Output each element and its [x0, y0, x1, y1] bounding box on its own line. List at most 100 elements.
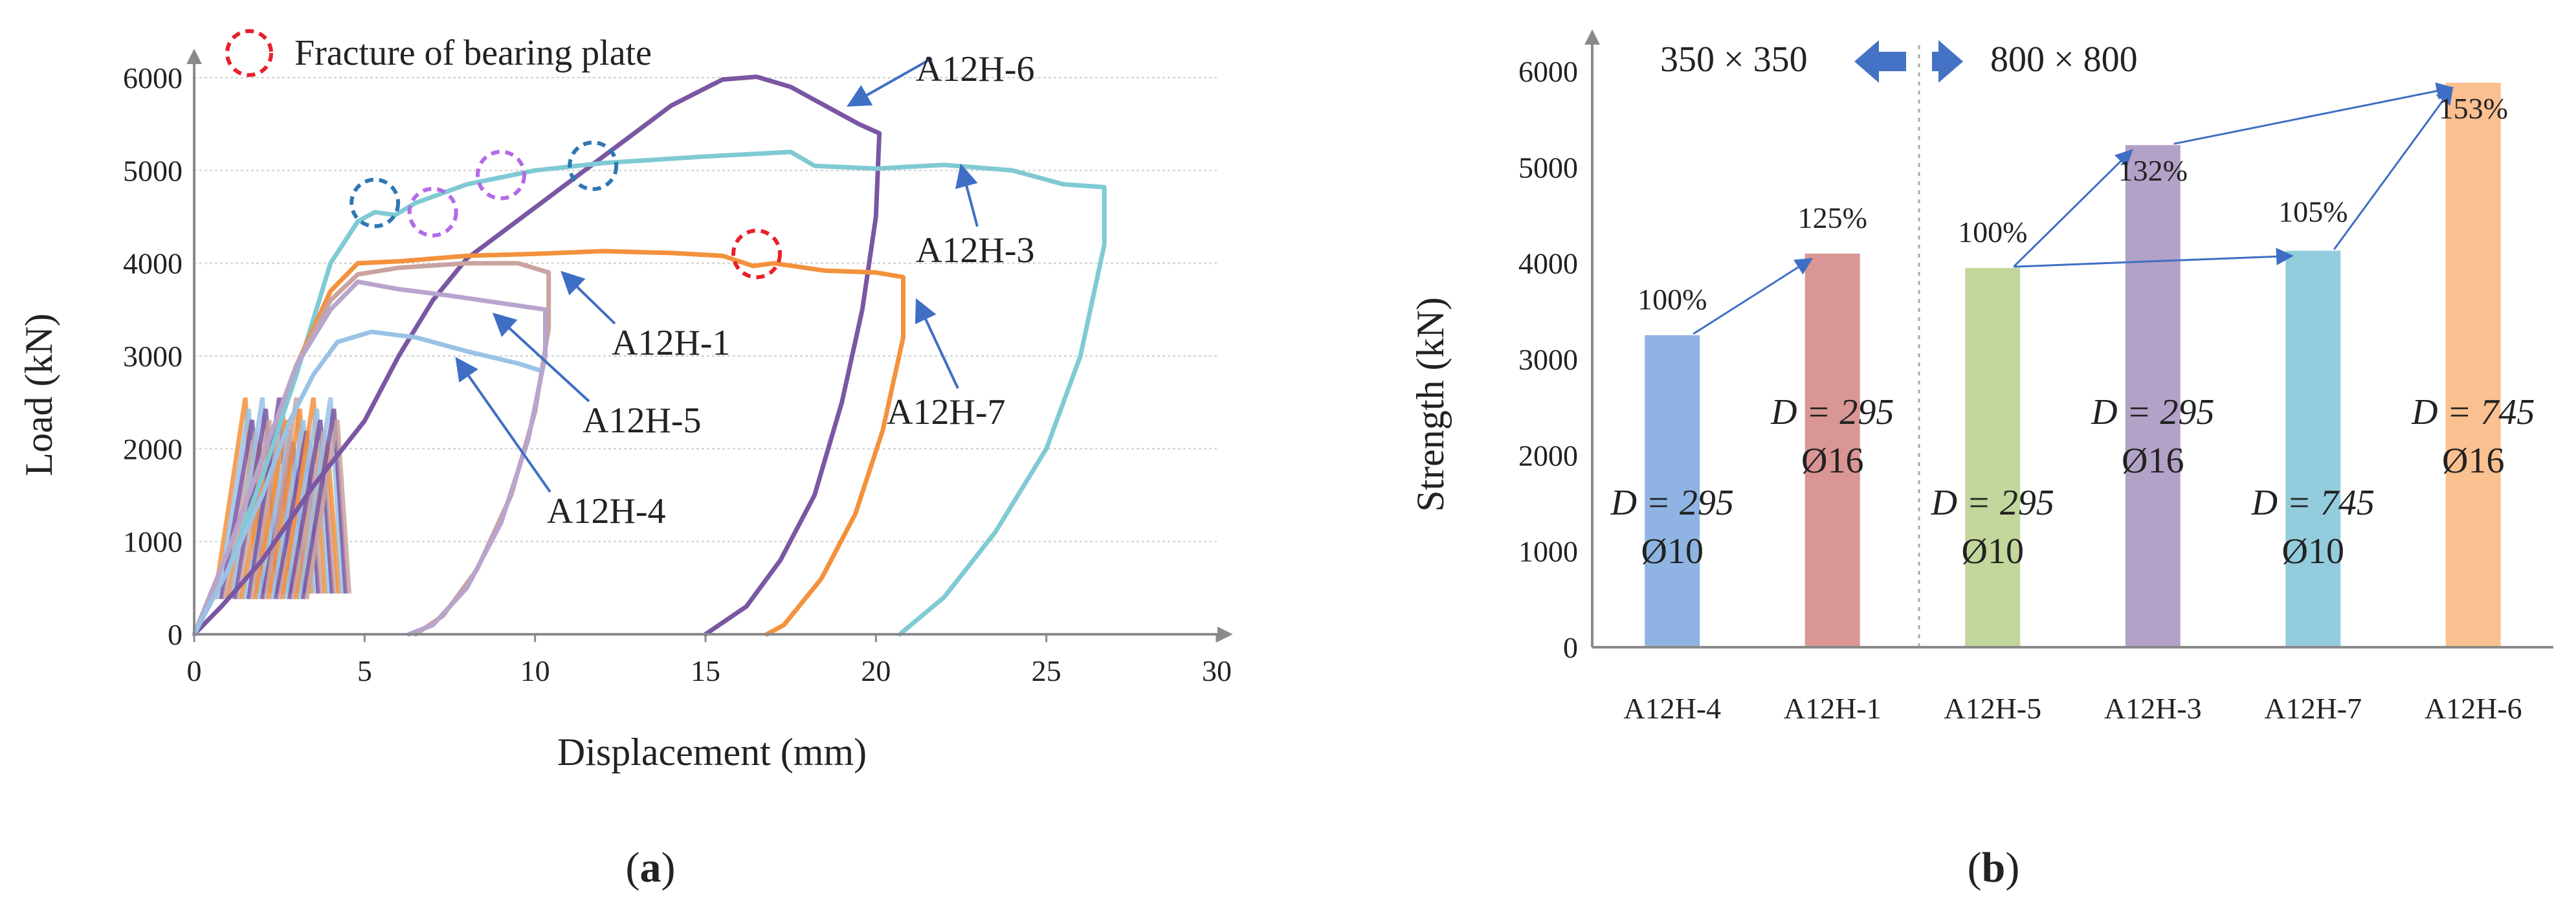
- panel-a-x-axis-label: Displacement (mm): [557, 731, 867, 773]
- panel-a-axes: [186, 49, 1233, 642]
- fracture-marker: [731, 228, 782, 280]
- diameter-label-a12h-4: D = 295: [1610, 483, 1734, 523]
- bar-size-label-a12h-4: Ø10: [1641, 531, 1704, 572]
- panel-a-y-tick-label: 3000: [123, 340, 183, 373]
- legend-fracture-marker: [225, 29, 273, 77]
- panel-b-bar-chart: 0 1000 2000 3000 4000 5000 6000 A12H-4 A12H-1 A12…: [1409, 29, 2553, 891]
- panel-a-fracture-markers: [350, 140, 782, 280]
- annotation-label-a12h-6: A12H-6: [916, 49, 1035, 89]
- panel-a-y-tick-label: 6000: [123, 61, 183, 94]
- bar-a12h-4: [1645, 335, 1700, 647]
- series-line-a12h-6: [192, 74, 882, 637]
- percent-label-a12h-5: 100%: [1958, 216, 2027, 249]
- panel-b-y-axis-label: Strength (kN): [1409, 297, 1452, 512]
- diameter-label-a12h-3: D = 295: [2091, 392, 2214, 432]
- panel-a-x-tick-label: 20: [861, 654, 891, 687]
- panel-b-y-tick-label: 1000: [1518, 535, 1578, 568]
- panel-b-x-tick-label: A12H-3: [2104, 692, 2202, 725]
- diameter-label-a12h-1: D = 295: [1770, 392, 1894, 432]
- series-line-a12h-3: [192, 150, 1107, 637]
- fracture-marker: [350, 177, 401, 228]
- panel-b-x-tick-label: A12H-7: [2264, 692, 2362, 725]
- percent-label-a12h-1: 125%: [1798, 201, 1867, 234]
- panel-a-y-tick-label: 4000: [123, 247, 183, 280]
- panel-b-tick-labels: 0 1000 2000 3000 4000 5000 6000 A12H-4 A12H-1 A12…: [1518, 55, 2522, 725]
- percent-label-a12h-7: 105%: [2278, 195, 2348, 228]
- panel-a-cyclic-loop: [297, 397, 345, 600]
- increase-arrow: [2333, 86, 2454, 250]
- series-line-a12h-7: [192, 249, 905, 637]
- annotation-arrow-a12h-3: [955, 163, 979, 227]
- bar-size-label-a12h-7: Ø10: [2282, 531, 2344, 572]
- panel-a-cyclic-loop: [301, 408, 348, 600]
- annotation-arrow-a12h-5: [492, 313, 590, 403]
- panel-a-cyclic-region: [212, 397, 352, 600]
- annotation-label-a12h-1: A12H-1: [612, 323, 731, 363]
- bar-a12h-3: [2125, 145, 2181, 647]
- diameter-label-a12h-7: D = 745: [2251, 483, 2375, 523]
- bar-size-label-a12h-1: Ø16: [1801, 441, 1863, 481]
- percent-label-a12h-4: 100%: [1638, 283, 1707, 316]
- bar-a12h-5: [1965, 268, 2021, 647]
- bar-a12h-1: [1804, 253, 1860, 647]
- increase-arrow: [2173, 82, 2454, 145]
- annotation-label-a12h-3: A12H-3: [916, 230, 1035, 271]
- annotation-arrow-a12h-7: [915, 298, 959, 389]
- panel-b-y-tick-label: 3000: [1518, 343, 1578, 376]
- panel-a-y-axis-label: Load (kN): [17, 313, 60, 476]
- increase-arrow: [2014, 247, 2294, 268]
- bar-size-label-a12h-3: Ø16: [2122, 441, 2184, 481]
- panel-a-tick-labels: 0 1000 2000 3000 4000 5000 6000 0 5 10 15 20 25 30: [123, 61, 1232, 687]
- panel-a-gridlines: [194, 77, 1217, 542]
- panel-a-x-tick-label: 0: [187, 654, 202, 687]
- panel-b-x-tick-label: A12H-6: [2425, 692, 2522, 725]
- panel-a-y-tick-label: 0: [168, 618, 183, 651]
- panel-b-bars: [1645, 82, 2501, 648]
- panel-a-cyclic-loop: [283, 408, 331, 600]
- bar-a12h-7: [2285, 250, 2341, 648]
- annotation-arrow-a12h-4: [455, 357, 551, 493]
- panel-b-y-tick-label: 5000: [1518, 151, 1578, 184]
- panel-b-y-tick-label: 4000: [1518, 247, 1578, 280]
- bar-a12h-6: [2445, 82, 2501, 648]
- panel-a-series-group: [192, 74, 1107, 637]
- diameter-label-a12h-5: D = 295: [1931, 483, 2054, 523]
- bar-size-label-a12h-5: Ø10: [1962, 531, 2024, 572]
- panel-a-y-tick-label: 2000: [123, 432, 183, 465]
- panel-b-y-tick-label: 2000: [1518, 439, 1578, 472]
- panel-b-increase-arrows: [1693, 82, 2454, 335]
- increase-arrow: [1693, 258, 1814, 335]
- annotation-label-a12h-7: A12H-7: [887, 392, 1006, 432]
- panel-a-x-tick-label: 5: [357, 654, 372, 687]
- panel-a-x-tick-label: 10: [520, 654, 550, 687]
- panel-b-axes: [1584, 29, 2553, 649]
- panel-a-y-tick-label: 1000: [123, 526, 183, 559]
- group-label-left: 350 × 350: [1660, 39, 1808, 80]
- annotation-arrow-a12h-6: [847, 57, 933, 107]
- panel-b-x-tick-label: A12H-1: [1784, 692, 1882, 725]
- fracture-marker: [476, 150, 526, 201]
- panel-a-x-tick-label: 30: [1202, 654, 1232, 687]
- panel-a-x-tick-label: 15: [691, 654, 720, 687]
- panel-b-caption: (b): [1968, 844, 2020, 891]
- panel-a-line-chart: 0 1000 2000 3000 4000 5000 6000 0 5 10 15 20 25 30 A1…: [17, 29, 1233, 891]
- panel-a-annotations: A12H-6 A12H-3 A12H-7 A12H-1 A12H-5 A12H-4: [455, 49, 1035, 531]
- panel-a-x-tick-label: 25: [1032, 654, 1061, 687]
- group-label-right: 800 × 800: [1990, 39, 2138, 80]
- group-arrow-left-icon: [1854, 40, 1906, 83]
- panel-b-x-tick-label: A12H-5: [1944, 692, 2041, 725]
- diameter-label-a12h-6: D = 745: [2411, 392, 2535, 432]
- panel-a-caption: (a): [626, 844, 676, 891]
- panel-b-y-tick-label: 0: [1563, 631, 1578, 664]
- group-arrow-right-icon: [1932, 40, 1963, 83]
- annotation-arrow-a12h-1: [561, 271, 616, 325]
- panel-a-y-tick-label: 5000: [123, 154, 183, 187]
- series-line-a12h-4: [192, 329, 541, 637]
- panel-b-x-tick-label: A12H-4: [1623, 692, 1721, 725]
- percent-label-a12h-3: 132%: [2118, 154, 2188, 187]
- panel-a-cyclic-loop: [304, 419, 352, 600]
- panel-a-cyclic-loop: [280, 397, 328, 600]
- panel-b-y-tick-label: 6000: [1518, 55, 1578, 88]
- increase-arrow: [2013, 149, 2133, 268]
- series-line-a12h-5: [192, 279, 548, 637]
